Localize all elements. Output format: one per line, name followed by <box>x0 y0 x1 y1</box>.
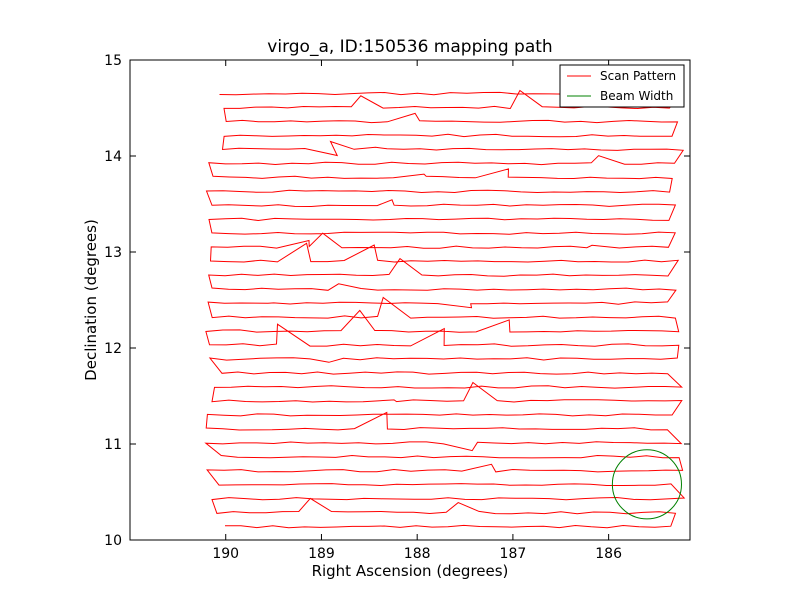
y-tick-label: 13 <box>104 245 122 261</box>
beam-width-circle <box>611 449 682 520</box>
y-tick-label: 15 <box>104 53 122 69</box>
legend: Scan Pattern Beam Width <box>559 64 685 108</box>
y-tick-label: 10 <box>104 533 122 549</box>
x-tick-label: 187 <box>500 546 527 562</box>
plot-area <box>204 89 686 529</box>
beam-width-series <box>611 449 682 520</box>
scan-pattern-series <box>204 89 686 529</box>
y-tick-label: 14 <box>104 149 122 165</box>
y-axis-label: Declination (degrees) <box>82 219 100 381</box>
x-tick-label: 190 <box>212 546 239 562</box>
legend-scan-pattern-label: Scan Pattern <box>600 69 676 83</box>
x-axis-label: Right Ascension (degrees) <box>312 562 509 580</box>
legend-box <box>559 64 685 108</box>
chart-title: virgo_a, ID:150536 mapping path <box>267 37 552 57</box>
y-axis: 10 11 12 13 14 15 <box>104 53 690 549</box>
x-tick-label: 188 <box>404 546 431 562</box>
plot-frame <box>129 59 691 541</box>
x-axis: 190 189 188 187 186 <box>212 60 622 562</box>
x-tick-label: 186 <box>595 546 622 562</box>
scan-pattern-line <box>204 89 686 529</box>
x-tick-label: 189 <box>308 546 335 562</box>
y-tick-label: 12 <box>104 341 122 357</box>
y-tick-label: 11 <box>104 437 122 453</box>
legend-beam-width-label: Beam Width <box>600 89 673 103</box>
